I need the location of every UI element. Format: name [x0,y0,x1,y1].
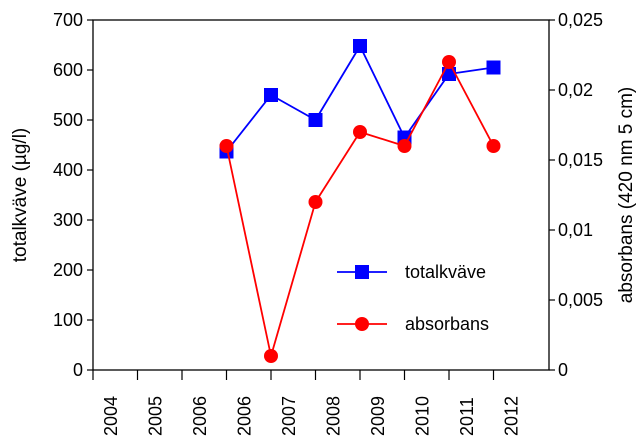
x-axis: 2004 2005 2006 2006 2007 2008 2009 2010 2011 2012 [92,370,522,436]
data-point-absorbans [397,139,412,153]
plot-frame [92,19,550,371]
left-tick-label: 200 [53,260,83,280]
right-tick-label: 0,02 [558,80,593,100]
data-point-absorbans [442,55,456,69]
left-tick-label: 600 [53,60,83,80]
left-tick-label: 700 [53,10,83,30]
right-tick-label: 0,025 [558,10,603,30]
left-tick-label: 100 [53,310,83,330]
series-layer [219,39,501,363]
x-tick-label: 2012 [502,396,522,436]
left-axis: 0 100 200 300 400 500 600 700 [53,10,93,380]
right-tick-label: 0 [558,360,568,380]
right-tick-label: 0,015 [558,150,603,170]
right-axis: 0 0,005 0,01 0,015 0,02 0,025 [549,10,603,380]
x-tick-label: 2011 [457,397,477,436]
left-tick-label: 0 [73,360,83,380]
legend-marker-totalkvave [355,265,369,279]
data-point-totalkvave [264,88,278,102]
data-point-absorbans [486,139,501,153]
right-axis-title: absorbans (420 nm 5 cm) [616,87,637,304]
x-tick-label: 2006 [190,396,210,436]
x-tick-label: 2005 [146,396,166,436]
legend-background [322,248,545,348]
data-point-absorbans [308,195,323,209]
x-tick-label: 2006 [235,396,255,436]
data-point-totalkvave [486,60,501,75]
legend-label-totalkvave: totalkväve [405,262,486,282]
x-tick-label: 2009 [368,396,388,436]
left-axis-title: totalkväve (µg/l) [10,128,31,263]
data-point-totalkvave [308,113,323,127]
legend-marker-absorbans [355,317,369,331]
right-tick-label: 0,005 [558,290,603,310]
legend-label-absorbans: absorbans [405,314,489,334]
data-point-absorbans [353,125,367,139]
data-point-totalkvave [442,67,456,81]
data-point-absorbans [264,349,278,363]
left-tick-label: 300 [53,210,83,230]
x-tick-label: 2004 [101,396,121,436]
data-point-absorbans [219,139,234,153]
right-tick-label: 0,01 [558,220,593,240]
x-tick-label: 2007 [279,396,299,436]
data-point-totalkvave [353,39,367,53]
x-tick-label: 2010 [413,396,433,436]
legend: totalkväve absorbans [337,262,489,334]
x-tick-label: 2008 [324,396,344,436]
left-tick-label: 400 [53,160,83,180]
left-tick-label: 500 [53,110,83,130]
